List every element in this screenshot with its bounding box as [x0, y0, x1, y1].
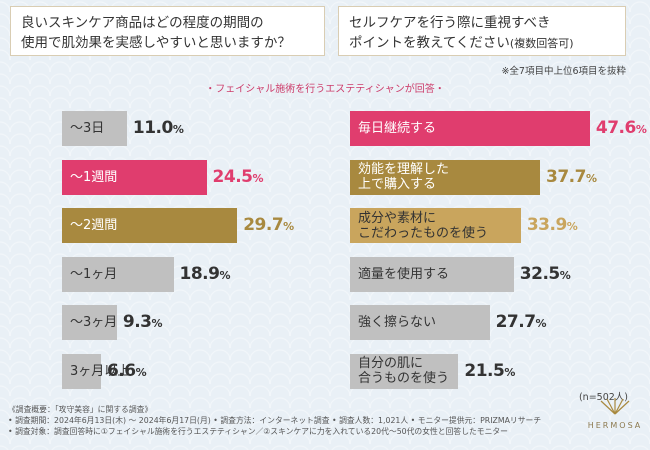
chart2-category-label-3: 適量を使用する — [358, 257, 449, 292]
chart2-category-label-5: 自分の肌に 合うものを使う — [358, 354, 449, 389]
chart1-value-label-3: 18.9% — [179, 263, 231, 284]
chart2-category-line-5-1: 合うものを使う — [358, 371, 450, 386]
chart1-bar-2 — [62, 208, 238, 243]
top-note: ※全7項目中上位6項目を抜粋 — [501, 66, 626, 77]
chart2-bar-0 — [350, 111, 590, 146]
chart2-value-label-1: 37.7% — [546, 166, 597, 187]
survey-footer: 《調査概要：「攻守美容」に関する調査》 • 調査期間：2024年6月13日(木)… — [8, 404, 578, 437]
chart1-bar-5 — [62, 353, 101, 389]
chart2-bar-3 — [350, 256, 514, 292]
left-question-line1: 良いスキンケア商品はどの程度の期間の — [21, 15, 264, 31]
brand-name: HERMOSA — [587, 421, 643, 430]
chart2-category-label-4: 強く擦らない — [358, 305, 436, 340]
chart1-category-label-0: ～3日 — [70, 121, 105, 136]
left-question-line2: 使用で肌効果を実感しやすいと思いますか？ — [21, 35, 291, 51]
right-question-multi-note: (複数回答可) — [509, 37, 574, 50]
chart2-category-label-1: 効能を理解した 上で購入する — [358, 160, 449, 195]
chart2-category-line-2-1: こだわったものを使う — [358, 225, 489, 241]
chart2-bar-5 — [350, 353, 459, 389]
chart-subtitle: ・フェイシャル施術を行うエステティシャンが回答・ — [205, 84, 445, 95]
chart2-value-label-3: 32.5% — [519, 263, 571, 284]
chart2-category-line-4-0: 強く擦らない — [358, 315, 437, 330]
chart2-category-line-2-0: 成分や素材に — [358, 210, 437, 226]
chart1-category-label-2: ～2週間 — [70, 218, 118, 233]
sample-size-note: (n=502人) — [578, 392, 628, 403]
chart2-category-line-1-0: 効能を理解した — [358, 162, 450, 177]
chart2-category-label-0: 毎日継続する — [358, 111, 436, 146]
chart1-value-label-0: 11.0% — [132, 118, 184, 138]
brand-fan-icon — [600, 398, 630, 415]
footer-line1: 《調査概要：「攻守美容」に関する調査》 — [8, 405, 153, 414]
chart1-value-label-4: 9.3% — [122, 312, 163, 332]
chart1-bar-0 — [62, 111, 127, 146]
chart2-value-label-5: 21.5% — [464, 360, 515, 381]
right-question-line2-wrap: ポイントを教えてください(複数回答可) — [349, 33, 615, 54]
left-question-box: 良いスキンケア商品はどの程度の期間の 使用で肌効果を実感しやすいと思いますか？ — [10, 6, 325, 56]
chart1-category-label-4: ～3ヶ月 — [70, 315, 118, 330]
footer-line3: • 調査対象：調査回答時に①フェイシャル施術を行うエステティシャン／②スキンケア… — [8, 427, 508, 436]
chart2-category-line-1-1: 上で購入する — [358, 177, 437, 192]
chart1-bar-4 — [62, 305, 117, 340]
footer-line2: • 調査期間：2024年6月13日(木) ～ 2024年6月17日(月) • 調… — [8, 416, 542, 425]
chart1-category-label-3: ～1ヶ月 — [70, 266, 118, 282]
right-question-line1: セルフケアを行う際に重視すべき — [349, 15, 551, 31]
right-question-box: セルフケアを行う際に重視すべき ポイントを教えてください(複数回答可) — [338, 6, 626, 56]
chart2-category-line-0-0: 毎日継続する — [358, 121, 437, 136]
chart1-category-label-5: 3ヶ月以上 — [70, 363, 131, 379]
right-question-line2: ポイントを教えてください — [349, 35, 510, 51]
chart1-bar-1 — [62, 159, 207, 195]
chart1-value-label-1: 24.5% — [212, 166, 264, 187]
chart2-bar-2 — [350, 208, 521, 243]
chart1-bar-3 — [62, 256, 174, 292]
chart2-category-label-2: 成分や素材に こだわったものを使う — [358, 208, 488, 243]
chart2-bar-4 — [350, 305, 490, 340]
chart2-value-label-2: 33.9% — [526, 215, 578, 235]
chart2-value-label-0: 47.6% — [595, 118, 647, 138]
brand-logo: HERMOSA — [585, 397, 645, 430]
chart1-value-label-2: 29.7% — [243, 215, 294, 235]
chart2-value-label-4: 27.7% — [495, 312, 547, 332]
chart2-category-line-5-0: 自分の肌に — [358, 356, 424, 371]
chart2-bar-1 — [350, 159, 540, 195]
chart1-category-label-1: ～1週間 — [70, 169, 118, 185]
chart2-category-line-3-0: 適量を使用する — [358, 266, 450, 282]
chart1-value-label-5: 6.6% — [106, 360, 147, 381]
